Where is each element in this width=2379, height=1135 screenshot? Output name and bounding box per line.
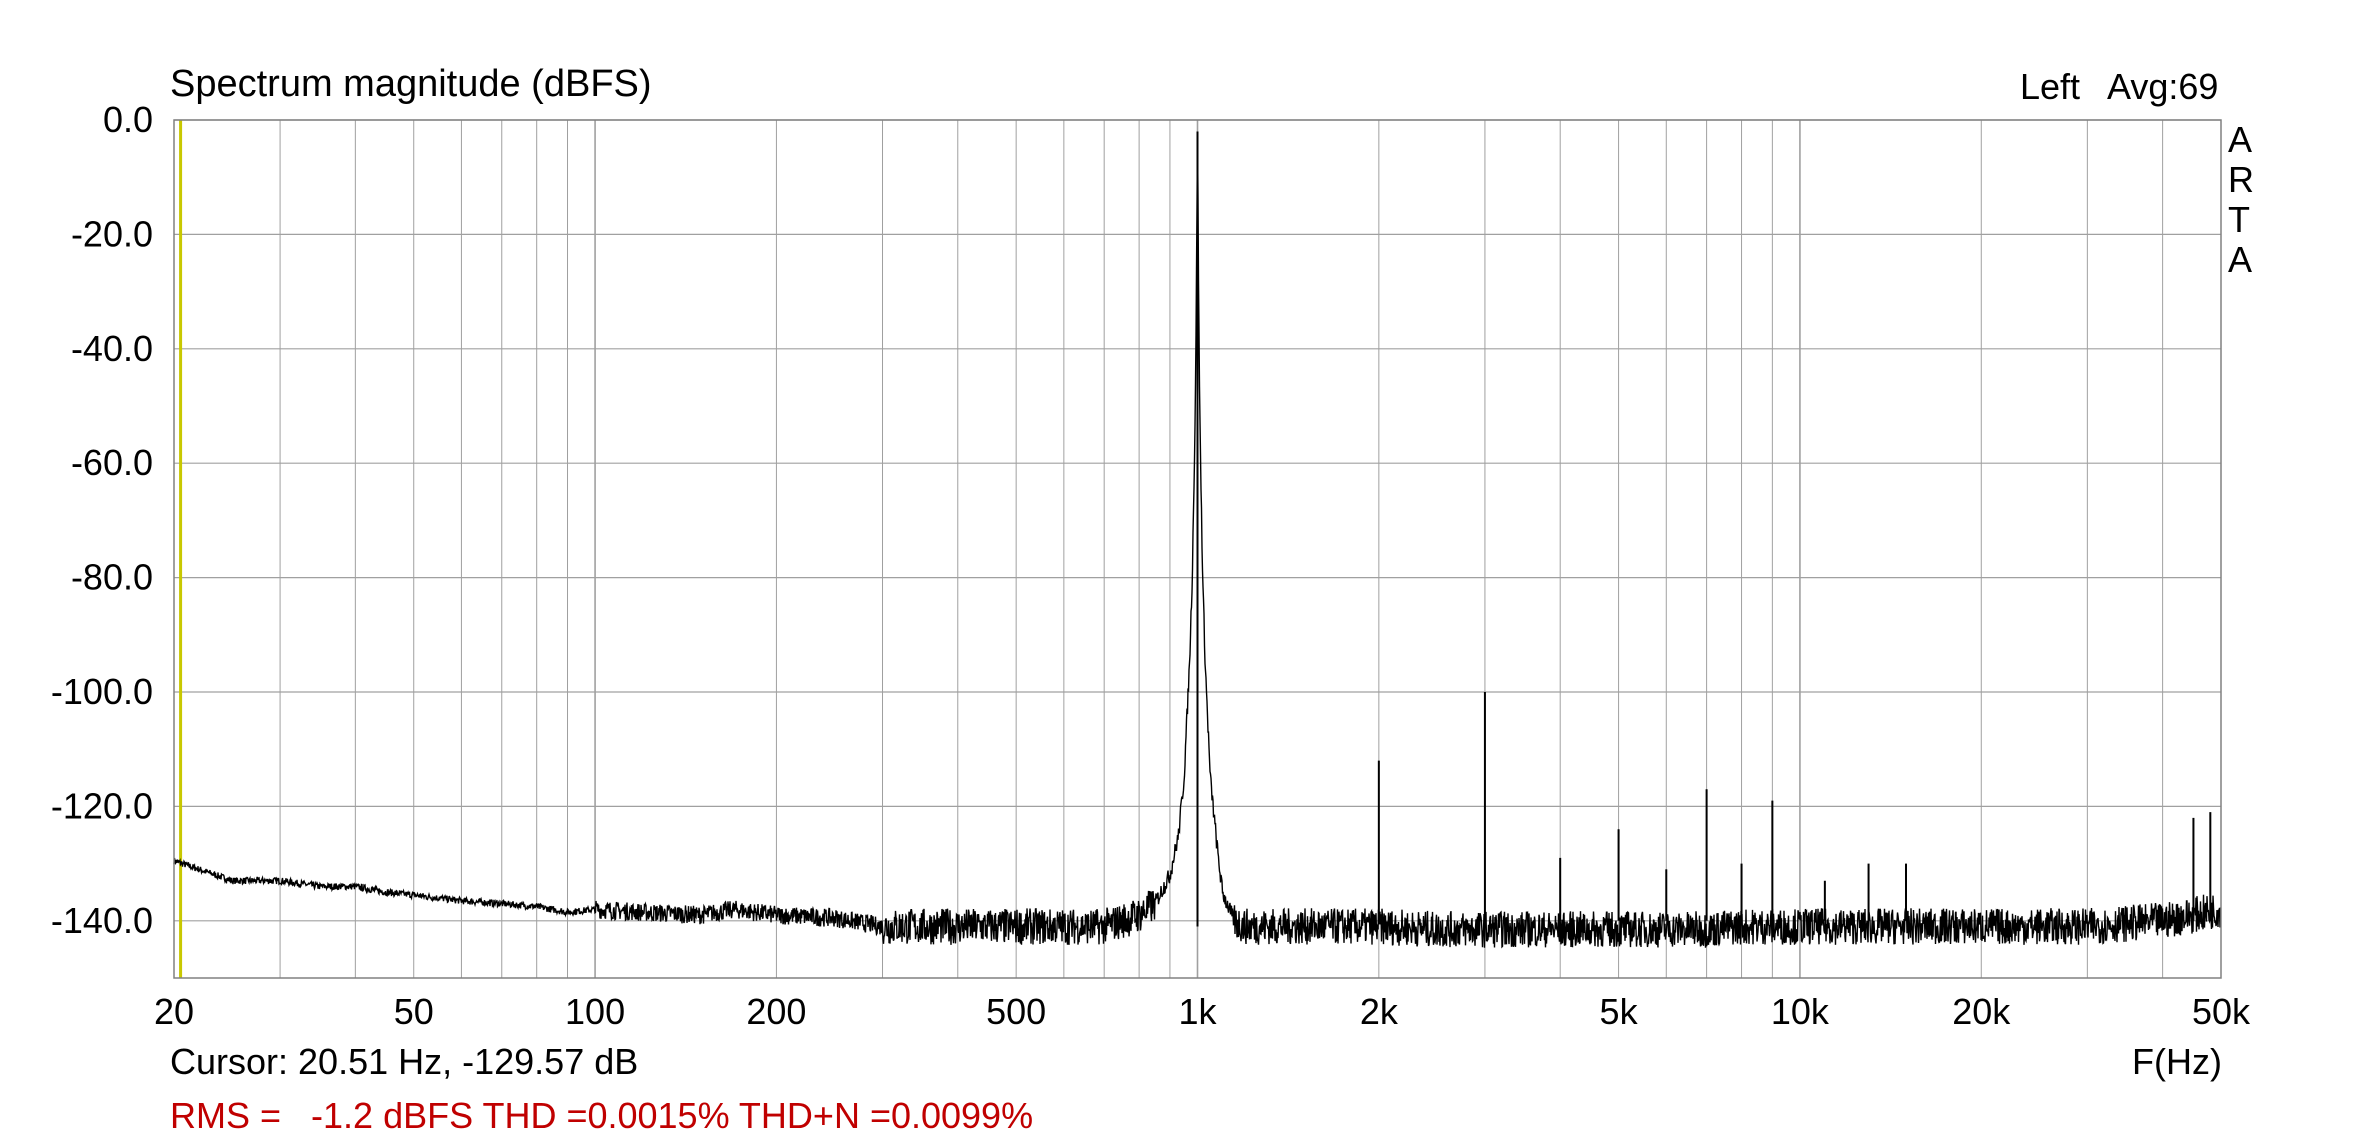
x-tick-label: 50k (2192, 991, 2251, 1032)
brand-letter-a2: A (2228, 239, 2252, 280)
trace-layer (173, 131, 2222, 949)
x-tick-label: 1k (1178, 991, 1217, 1032)
brand-letter-r: R (2228, 159, 2254, 200)
chart-title: Spectrum magnitude (dBFS) (170, 63, 652, 105)
y-tick-label: -40.0 (71, 328, 153, 369)
x-axis-ticks: 20 50 100 200 500 1k 2k 5k 10k 20k 50k (154, 991, 2251, 1032)
x-tick-label: 10k (1771, 991, 1830, 1032)
channel-label: Left (2020, 66, 2080, 107)
x-tick-label: 100 (565, 991, 625, 1032)
stats-readout: RMS = -1.2 dBFS THD =0.0015% THD+N =0.00… (170, 1095, 1033, 1135)
x-tick-label: 20 (154, 991, 194, 1032)
y-axis-ticks: 0.0 -20.0 -40.0 -60.0 -80.0 -100.0 -120.0 -140.… (51, 99, 153, 941)
y-tick-label: -140.0 (51, 900, 153, 941)
x-tick-label: 500 (986, 991, 1046, 1032)
cursor-readout: Cursor: 20.51 Hz, -129.57 dB (170, 1041, 638, 1082)
x-tick-label: 20k (1952, 991, 2011, 1032)
x-tick-label: 2k (1360, 991, 1399, 1032)
y-tick-label: -100.0 (51, 671, 153, 712)
brand-letter-a1: A (2228, 119, 2252, 160)
y-tick-label: -20.0 (71, 213, 153, 254)
x-axis-unit: F(Hz) (2132, 1041, 2222, 1082)
x-tick-label: 50 (394, 991, 434, 1032)
x-tick-label: 200 (746, 991, 806, 1032)
x-tick-label: 5k (1600, 991, 1639, 1032)
y-tick-label: 0.0 (103, 99, 153, 140)
brand-letter-t: T (2228, 199, 2250, 240)
avg-label: Avg:69 (2107, 66, 2218, 107)
y-tick-label: -120.0 (51, 785, 153, 826)
y-tick-label: -60.0 (71, 442, 153, 483)
plot-frame (173, 119, 2222, 979)
y-tick-label: -80.0 (71, 557, 153, 598)
